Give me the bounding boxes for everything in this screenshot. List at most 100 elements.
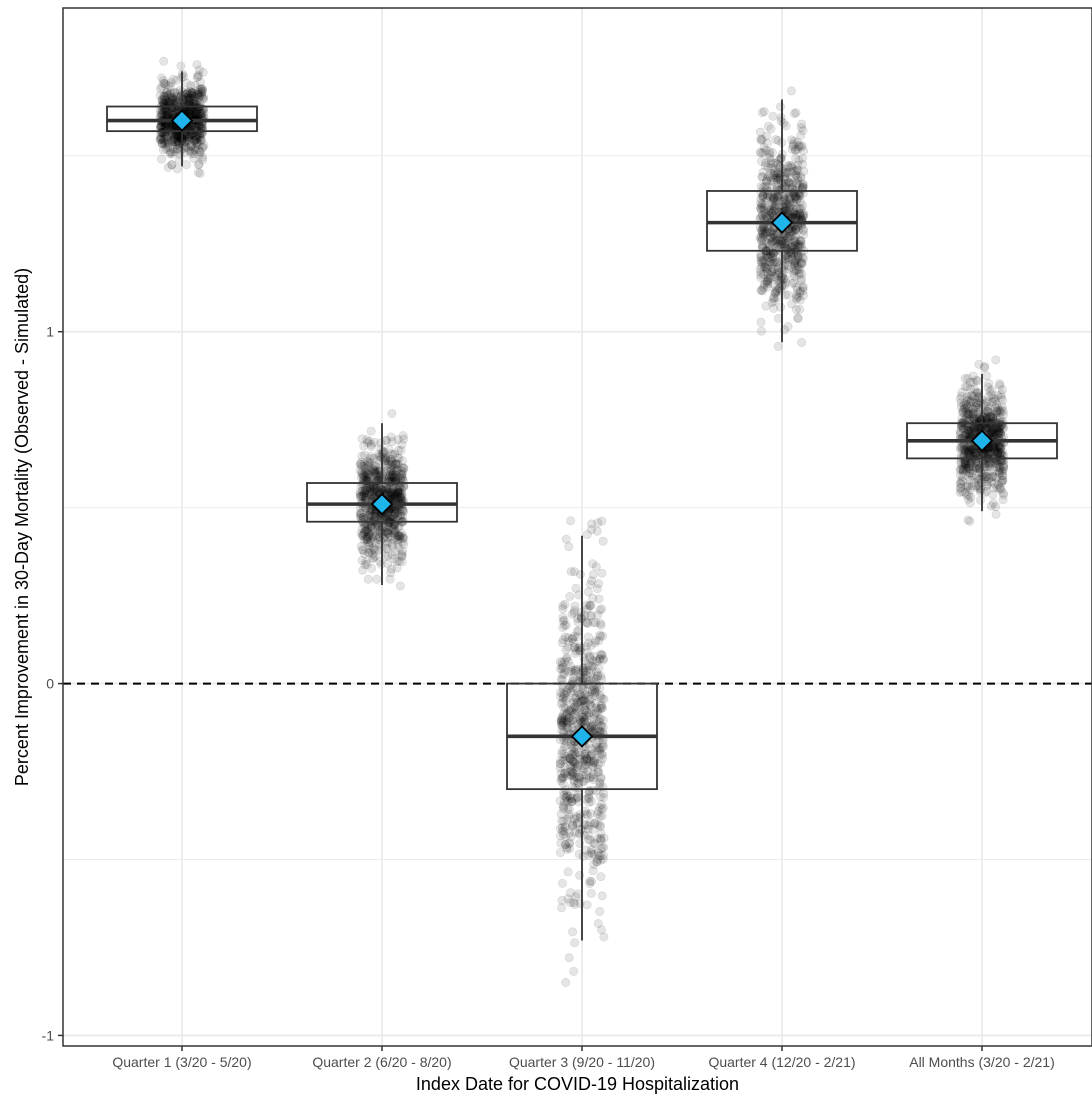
jitter-point (593, 806, 603, 816)
jitter-point (158, 127, 168, 137)
jitter-point (196, 77, 206, 87)
jitter-point (190, 80, 200, 90)
jitter-point (564, 637, 574, 647)
jitter-point (583, 619, 593, 629)
jitter-point (591, 562, 601, 572)
jitter-point (188, 145, 198, 155)
jitter-point (193, 89, 203, 99)
jitter-point (195, 168, 205, 178)
jitter-point (167, 103, 177, 113)
jitter-point (189, 93, 199, 103)
jitter-point (369, 553, 379, 563)
jitter-point (190, 136, 200, 146)
jitter-point (197, 108, 207, 118)
jitter-point (189, 96, 199, 106)
jitter-point (187, 87, 197, 97)
jitter-point (186, 149, 196, 159)
jitter-point (199, 140, 209, 150)
jitter-point (988, 498, 998, 508)
jitter-point (595, 605, 605, 615)
jitter-point (387, 409, 397, 419)
jitter-point (169, 105, 179, 115)
jitter-point (186, 146, 196, 156)
jitter-point (155, 105, 165, 115)
jitter-point (188, 125, 198, 135)
jitter-point (392, 506, 402, 516)
jitter-point (191, 134, 201, 144)
jitter-point (587, 877, 597, 887)
jitter-point (166, 102, 176, 112)
jitter-point (163, 110, 173, 120)
jitter-point (799, 290, 809, 300)
jitter-point (194, 65, 204, 75)
jitter-point (793, 313, 803, 323)
jitter-point (155, 134, 165, 144)
jitter-point (187, 88, 197, 98)
jitter-point (595, 630, 605, 640)
jitter-point (172, 75, 182, 85)
jitter-point (161, 144, 171, 154)
jitter-point (190, 131, 200, 141)
jitter-point (573, 617, 583, 627)
jitter-point (395, 473, 405, 483)
jitter-point (563, 867, 573, 877)
jitter-point (161, 95, 171, 105)
jitter-point (197, 91, 207, 101)
jitter-point (160, 132, 170, 142)
jitter-point (171, 140, 181, 150)
jitter-point (388, 512, 398, 522)
jitter-point (191, 138, 201, 148)
jitter-point (183, 88, 193, 98)
jitter-point (198, 86, 208, 96)
jitter-point (191, 107, 201, 117)
jitter-point (783, 322, 793, 332)
jitter-point (190, 136, 200, 146)
jitter-point (198, 152, 208, 162)
jitter-point (187, 129, 197, 139)
jitter-point (798, 126, 808, 136)
jitter-point (190, 92, 200, 102)
jitter-point (362, 559, 372, 569)
x-tick-label: Quarter 4 (12/20 - 2/21) (708, 1054, 855, 1070)
jitter-point (166, 147, 176, 157)
jitter-point (197, 143, 207, 153)
x-tick-label: All Months (3/20 - 2/21) (909, 1054, 1055, 1070)
jitter-point (163, 138, 173, 148)
jitter-point (386, 432, 396, 442)
jitter-point (165, 89, 175, 99)
jitter-point (169, 103, 179, 113)
y-tick-label: -1 (42, 1027, 55, 1043)
jitter-point (169, 103, 179, 113)
jitter-point (558, 601, 568, 611)
jitter-point (169, 137, 179, 147)
jitter-point (595, 744, 605, 754)
jitter-point (169, 133, 179, 143)
jitter-point (180, 137, 190, 147)
jitter-point (370, 485, 380, 495)
jitter-point (163, 143, 173, 153)
jitter-point (194, 92, 204, 102)
jitter-point (191, 100, 201, 110)
jitter-point (184, 133, 194, 143)
jitter-point (364, 469, 374, 479)
jitter-point (399, 434, 409, 444)
jitter-point (167, 93, 177, 103)
jitter-point (998, 466, 1008, 476)
jitter-point (585, 611, 595, 621)
jitter-point (763, 121, 773, 131)
jitter-point (161, 127, 171, 137)
jitter-point (186, 93, 196, 103)
jitter-point (188, 105, 198, 115)
jitter-point (160, 140, 170, 150)
jitter-point (194, 159, 204, 169)
jitter-point (196, 147, 206, 157)
jitter-point (184, 132, 194, 142)
jitter-point (197, 86, 207, 96)
jitter-point (199, 92, 209, 102)
jitter-point (756, 326, 766, 336)
jitter-point (357, 468, 367, 478)
jitter-point (555, 824, 565, 834)
jitter-point (372, 574, 382, 584)
jitter-point (186, 90, 196, 100)
x-tick-label: Quarter 3 (9/20 - 11/20) (509, 1054, 655, 1070)
